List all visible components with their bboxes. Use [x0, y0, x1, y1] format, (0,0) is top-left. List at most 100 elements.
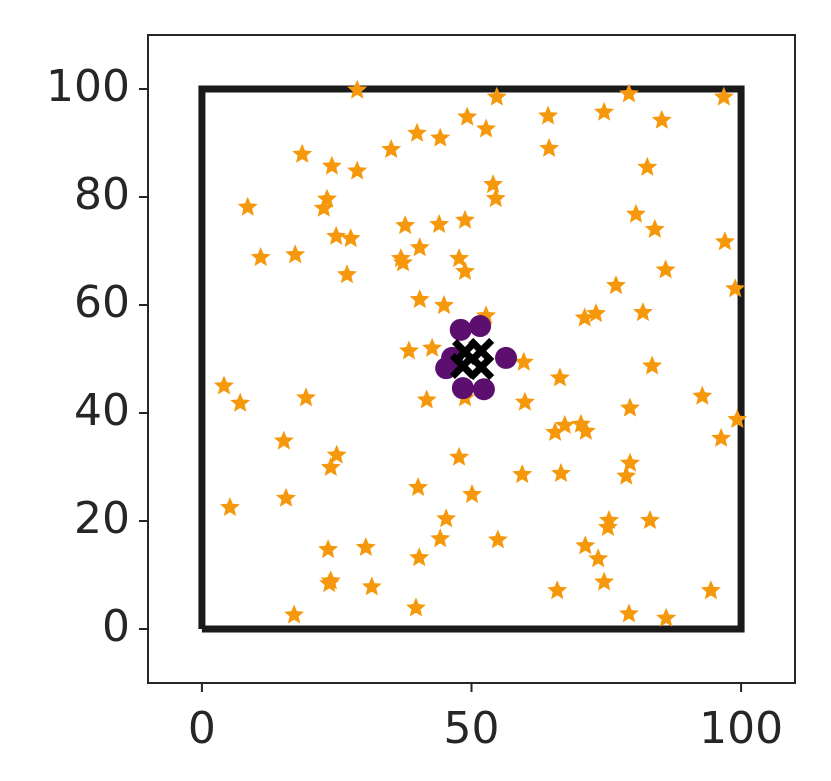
- star-point: [407, 122, 427, 142]
- star-point: [434, 295, 454, 314]
- circle-point: [451, 377, 474, 400]
- star-point: [651, 109, 672, 129]
- star-point: [292, 143, 313, 163]
- star-point: [296, 387, 316, 407]
- star-point: [626, 203, 646, 223]
- star-point: [512, 464, 533, 484]
- star-point: [326, 444, 347, 464]
- star-point: [538, 105, 558, 125]
- star-point: [713, 86, 734, 106]
- star-point: [313, 197, 334, 217]
- x-point: [468, 354, 495, 381]
- star-point: [619, 83, 639, 103]
- star-point: [399, 340, 419, 360]
- star-point: [230, 392, 251, 412]
- star-point: [214, 375, 234, 395]
- boundary-line: [198, 85, 745, 633]
- star-point: [620, 397, 640, 417]
- circle-point: [469, 315, 492, 338]
- circle-point: [495, 346, 518, 369]
- y-tick-label: 100: [46, 61, 130, 112]
- star-point: [430, 127, 451, 147]
- star-point: [640, 510, 660, 529]
- star-point: [486, 86, 507, 106]
- y-tick-label: 0: [102, 601, 130, 652]
- star-point: [408, 477, 429, 496]
- x-tick-label: 0: [188, 703, 216, 754]
- star-point: [361, 576, 382, 596]
- star-point: [483, 174, 504, 194]
- star-point: [711, 427, 732, 447]
- star-point: [575, 535, 596, 555]
- star-point: [416, 389, 437, 409]
- star-point: [616, 465, 637, 485]
- star-point: [547, 580, 568, 600]
- star-point: [455, 261, 475, 280]
- star-point: [393, 252, 413, 272]
- star-point: [273, 430, 294, 450]
- star-point: [513, 351, 534, 371]
- star-point: [485, 188, 506, 208]
- star-point: [642, 355, 663, 375]
- circle-point: [472, 378, 495, 401]
- star-point: [655, 259, 676, 279]
- star-point: [320, 457, 341, 476]
- star-point: [237, 196, 258, 216]
- star-point: [436, 508, 457, 528]
- star-point: [381, 139, 402, 158]
- star-point: [727, 409, 748, 428]
- star-point: [588, 548, 609, 568]
- star-point: [539, 137, 560, 157]
- y-tick-label: 20: [74, 493, 130, 544]
- y-tick-label: 40: [74, 385, 130, 436]
- star-point: [594, 571, 615, 591]
- star-point: [395, 215, 416, 235]
- star-point: [476, 118, 496, 138]
- star-point: [449, 446, 470, 466]
- star-point: [430, 528, 451, 548]
- star-point: [220, 497, 240, 516]
- star-point: [637, 156, 658, 176]
- star-point: [514, 391, 535, 411]
- star-point: [549, 367, 570, 387]
- star-point: [449, 248, 470, 268]
- star-point: [644, 218, 665, 238]
- star-point: [714, 231, 735, 251]
- star-point: [347, 160, 368, 180]
- star-point: [284, 604, 305, 624]
- star-point: [620, 452, 640, 472]
- star-point: [594, 101, 615, 121]
- star-point: [406, 597, 426, 617]
- star-point: [455, 209, 475, 229]
- star-point: [633, 302, 653, 322]
- star-point: [422, 337, 443, 357]
- star-point: [276, 487, 296, 507]
- star-point: [462, 484, 482, 503]
- star-point: [429, 214, 450, 233]
- star-point: [340, 228, 361, 248]
- star-point: [321, 155, 342, 175]
- y-tick-label: 60: [74, 277, 130, 328]
- star-point: [700, 580, 721, 600]
- y-tick-label: 80: [74, 169, 130, 220]
- x-tick-label: 50: [444, 703, 500, 754]
- star-point: [326, 225, 347, 245]
- star-point: [574, 307, 595, 327]
- star-point: [656, 607, 677, 627]
- star-point: [457, 106, 478, 126]
- star-point: [606, 275, 626, 295]
- star-point: [347, 79, 368, 99]
- circle-point: [449, 318, 472, 341]
- star-point: [551, 463, 571, 482]
- x-tick-label: 100: [699, 703, 783, 754]
- star-point: [725, 278, 746, 298]
- star-point: [319, 573, 340, 593]
- star-point: [575, 420, 596, 440]
- star-point: [250, 247, 271, 266]
- star-point: [487, 529, 508, 549]
- star-point: [409, 237, 430, 257]
- star-point: [409, 289, 430, 309]
- star-point: [619, 603, 639, 623]
- star-point: [597, 517, 618, 536]
- star-point: [355, 537, 376, 556]
